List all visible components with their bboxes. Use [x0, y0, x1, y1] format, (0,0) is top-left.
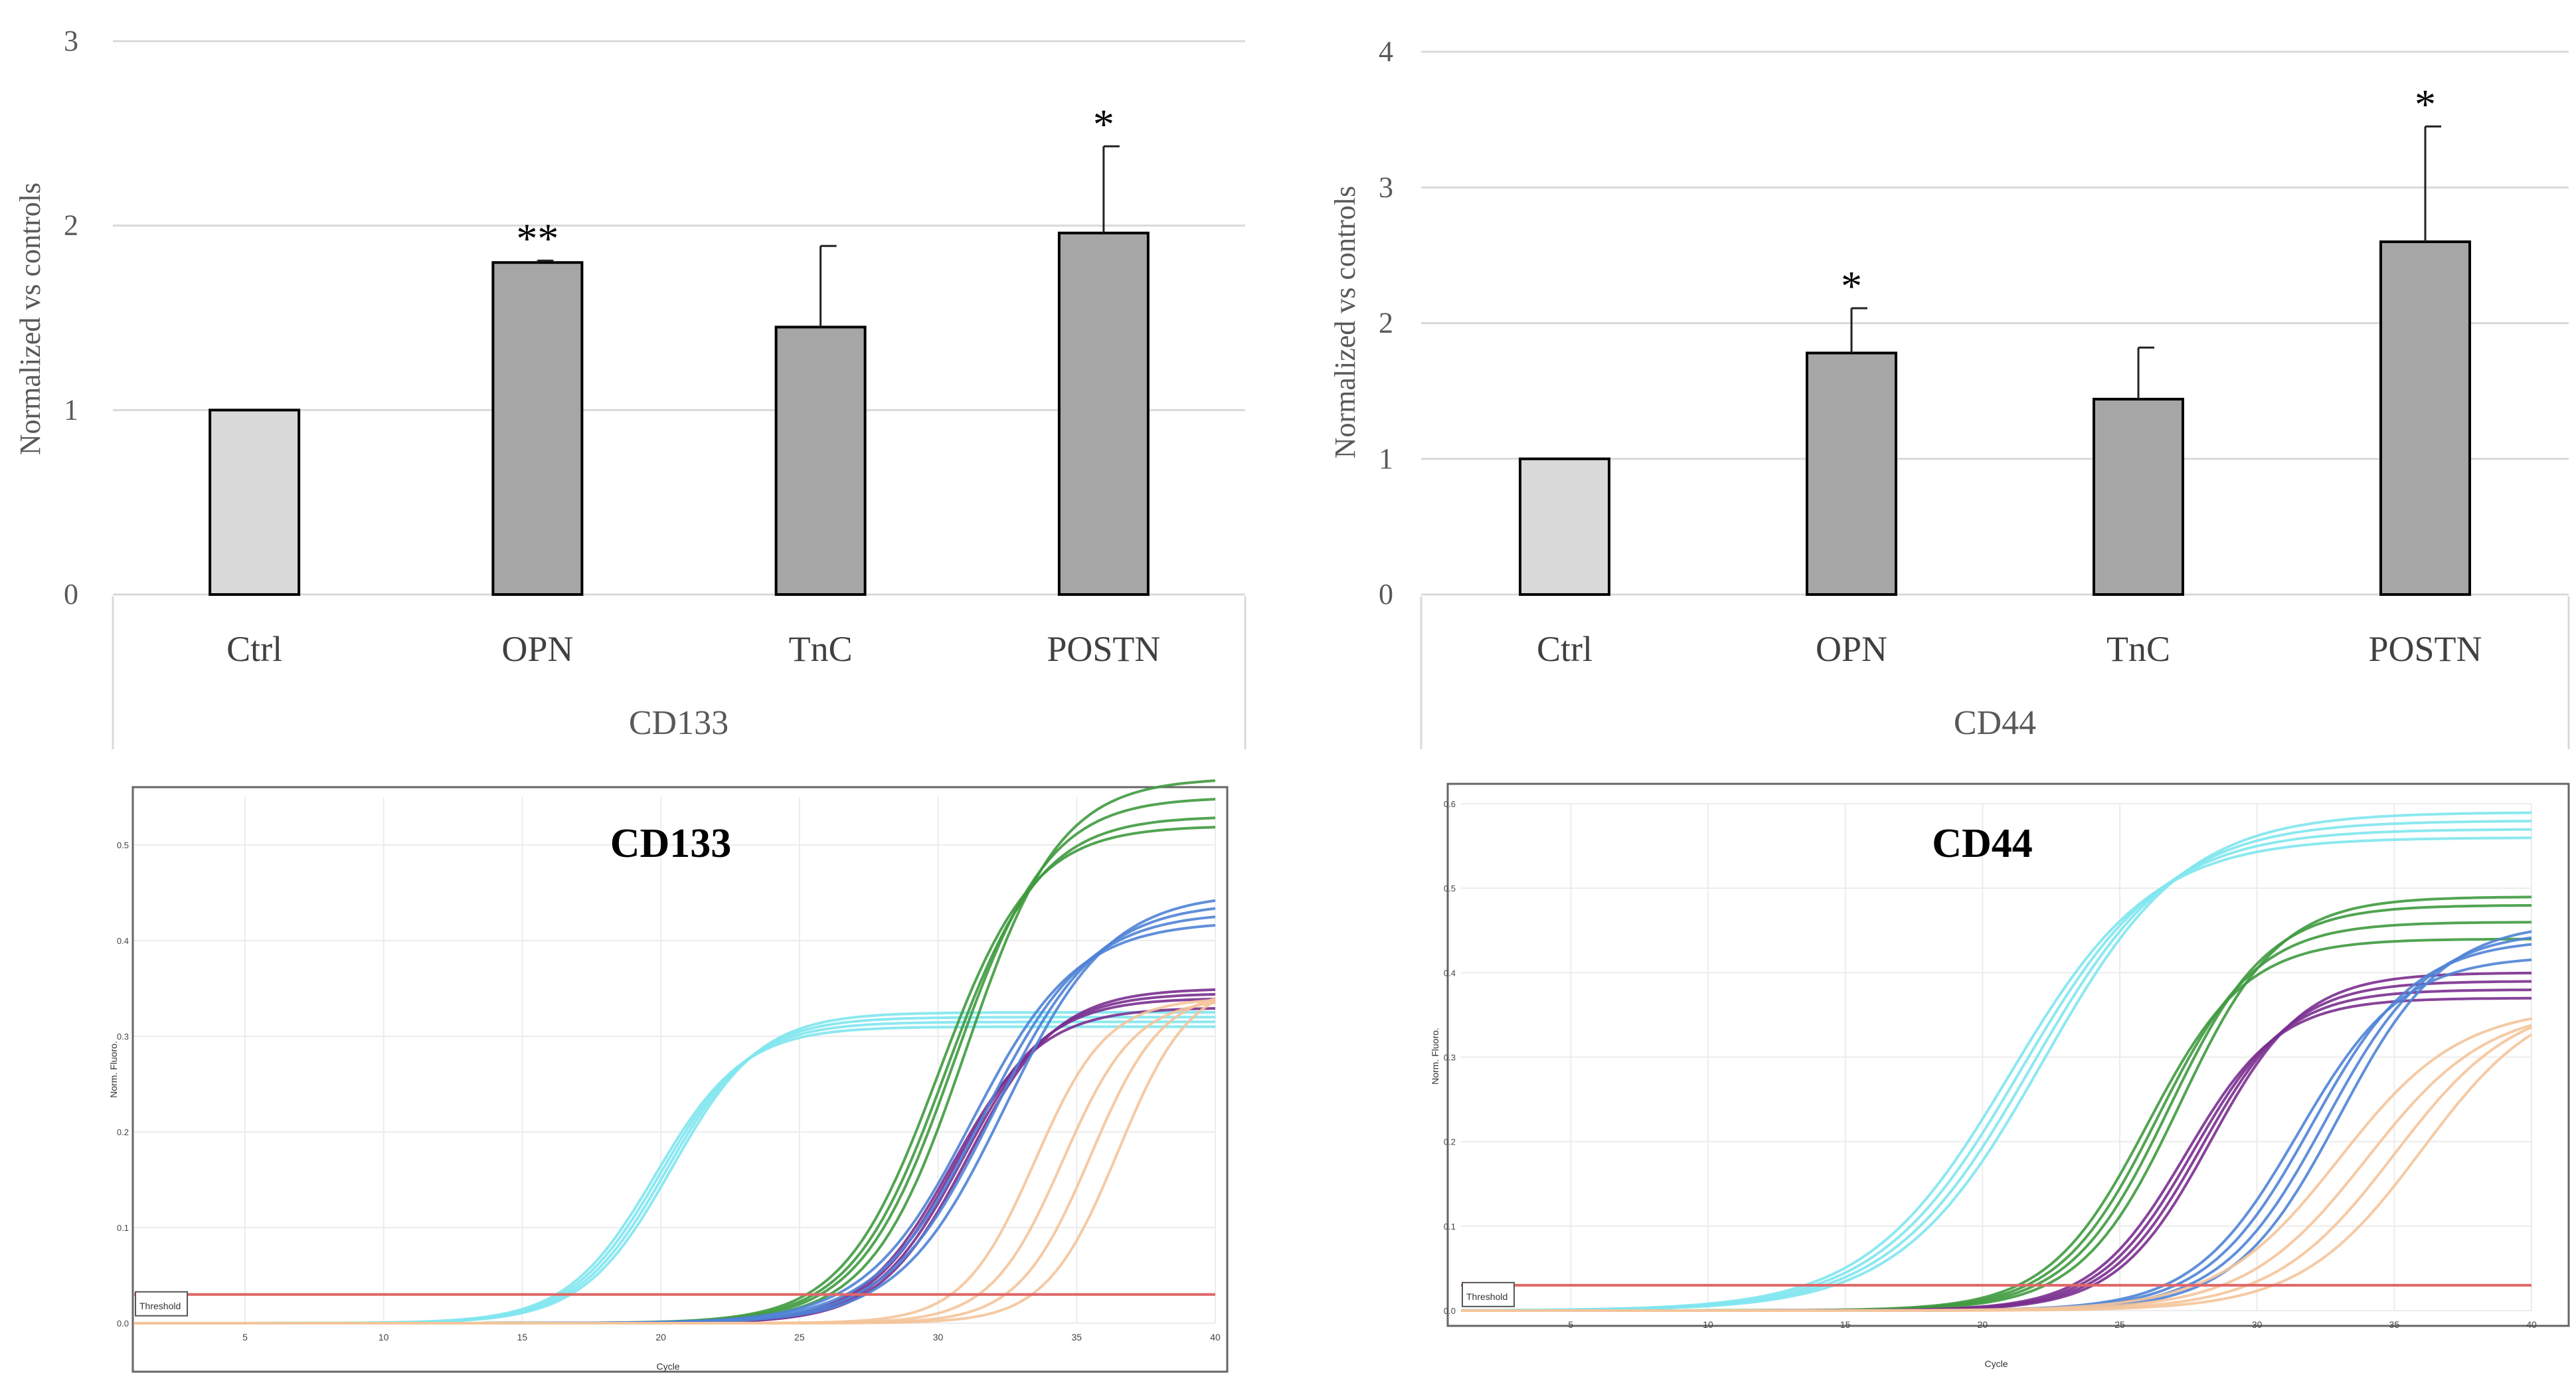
y-tick-label: 2	[1379, 307, 1393, 339]
x-tick-label: 10	[1703, 1319, 1713, 1330]
y-tick-label: 0.1	[1444, 1222, 1456, 1232]
y-tick-label: 0.5	[117, 840, 129, 850]
group-label: CD133	[629, 704, 729, 742]
bar	[1806, 351, 1897, 596]
bar	[2379, 240, 2471, 596]
category-label: OPN	[1816, 629, 1887, 669]
amplification-curve-cyan	[1461, 811, 2532, 1312]
threshold-label-box	[135, 1291, 188, 1317]
y-tick-label: 0	[64, 578, 78, 610]
y-tick-label: 0.0	[1444, 1306, 1456, 1316]
y-tick-label: 0	[1379, 578, 1393, 610]
x-tick-label: 5	[242, 1332, 248, 1342]
y-tick-label: 0.5	[1444, 883, 1456, 893]
y-tick-label: 1	[64, 393, 78, 426]
x-tick-label: 30	[933, 1332, 944, 1342]
bar	[2093, 397, 2184, 596]
y-tick-label: 3	[1379, 171, 1393, 203]
bar	[1519, 457, 1610, 596]
y-axis-label: Normalized vs controls	[1329, 186, 1361, 459]
x-axis-label: Cycle	[656, 1361, 679, 1372]
plot-title: CD44	[1932, 821, 2033, 866]
significance-marker: *	[1841, 262, 1862, 310]
x-tick-label: 40	[1210, 1332, 1221, 1342]
x-tick-label: 35	[1071, 1332, 1082, 1342]
category-label: POSTN	[2368, 629, 2482, 669]
category-label: TnC	[2106, 629, 2170, 669]
x-tick-label: 15	[517, 1332, 528, 1342]
plot-title: CD133	[610, 821, 732, 866]
threshold-label: Threshold	[1466, 1291, 1507, 1302]
y-axis-label: Norm. Fluoro.	[108, 1041, 119, 1098]
category-label: OPN	[501, 629, 573, 669]
x-tick-label: 35	[2389, 1319, 2400, 1330]
y-tick-label: 0.6	[1444, 799, 1456, 809]
bar	[774, 325, 867, 596]
category-label: TnC	[789, 629, 853, 669]
category-label: Ctrl	[226, 629, 282, 669]
category-label: POSTN	[1047, 629, 1160, 669]
x-tick-label: 40	[2526, 1319, 2537, 1330]
bar	[491, 261, 584, 596]
threshold-label-box	[1462, 1281, 1515, 1307]
x-tick-label: 20	[1978, 1319, 1988, 1330]
group-label: CD44	[1954, 704, 2036, 742]
x-tick-label: 25	[2114, 1319, 2125, 1330]
y-tick-label: 3	[64, 25, 78, 57]
significance-marker: *	[2415, 80, 2436, 128]
x-tick-label: 20	[655, 1332, 666, 1342]
bar	[1057, 231, 1150, 597]
x-tick-label: 30	[2252, 1319, 2263, 1330]
y-tick-label: 0.4	[117, 936, 129, 946]
x-tick-label: 5	[1568, 1319, 1573, 1330]
y-tick-label: 1	[1379, 442, 1393, 475]
significance-marker: **	[516, 215, 558, 262]
x-tick-label: 15	[1840, 1319, 1851, 1330]
y-tick-label: 0.1	[117, 1223, 129, 1233]
y-tick-label: 0.2	[117, 1127, 129, 1137]
y-tick-label: 0.3	[117, 1032, 129, 1042]
amplification-curve-orange	[134, 999, 1217, 1325]
bar	[209, 409, 301, 596]
y-axis-label: Normalized vs controls	[14, 183, 46, 456]
y-tick-label: 0.0	[117, 1319, 129, 1329]
y-tick-label: 0.3	[1444, 1053, 1456, 1063]
y-tick-label: 0.4	[1444, 968, 1456, 978]
threshold-label: Threshold	[139, 1301, 181, 1311]
x-tick-label: 10	[379, 1332, 389, 1342]
significance-marker: *	[1093, 100, 1114, 147]
amplification-plot-cd44: 5 10 15 20 25 30 35 40 0.0 0.1 0.2 0.3 0.4 0.5 0.6 Thr…	[1430, 782, 2570, 1369]
amplification-curve-orange	[1461, 1033, 2533, 1312]
x-tick-label: 25	[794, 1332, 805, 1342]
y-axis-label: Norm. Fluoro.	[1430, 1028, 1440, 1085]
category-label: Ctrl	[1537, 629, 1592, 669]
x-axis-label: Cycle	[1984, 1358, 2008, 1369]
amplification-plot-cd133: 5 10 15 20 25 30 35 40 0.0 0.1 0.2 0.3 0.4 0.5 Thresh…	[108, 779, 1229, 1373]
y-tick-label: 2	[64, 209, 78, 242]
y-tick-label: 0.2	[1444, 1137, 1456, 1147]
bar-chart-cd44: 0 1 2 3 4 Normalized vs controls * * Ctrl OPN T…	[1329, 35, 2570, 749]
y-tick-label: 4	[1379, 35, 1393, 68]
